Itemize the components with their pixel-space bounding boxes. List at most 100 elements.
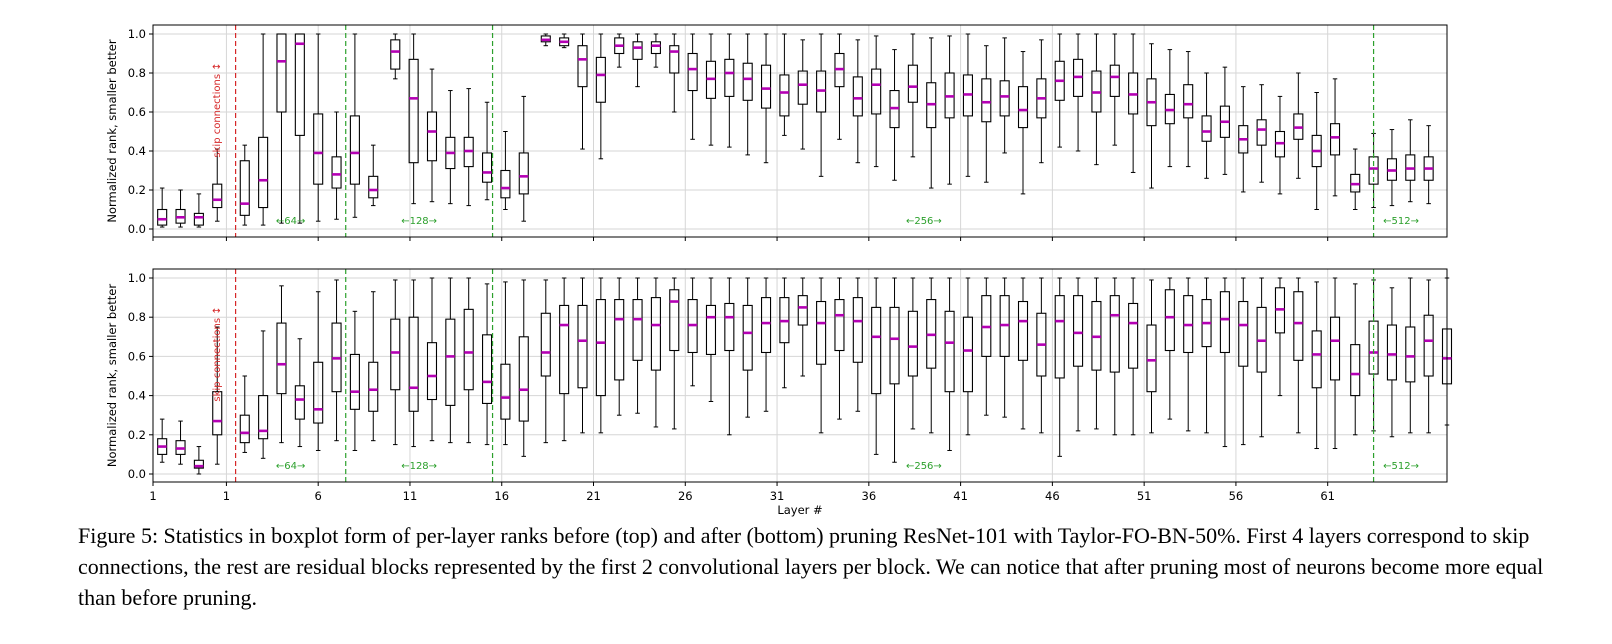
- box-22: [559, 304, 570, 395]
- box-65: [1350, 344, 1361, 397]
- box-32: [742, 62, 753, 101]
- box-17: [463, 308, 474, 391]
- box-10: [331, 156, 342, 189]
- y-tick-label: 0.8: [128, 66, 146, 80]
- box-24: [595, 299, 606, 397]
- box-52: [1109, 64, 1120, 97]
- box-7: [276, 33, 287, 113]
- box-26: [632, 299, 643, 361]
- group-label: ←512→: [1383, 216, 1419, 227]
- group-label: ←64→: [276, 461, 305, 472]
- y-tick-label: 0.2: [128, 428, 146, 442]
- box-53: [1128, 302, 1139, 369]
- x-tick-label: 11: [403, 489, 418, 503]
- box-24: [595, 56, 606, 103]
- box-14: [408, 316, 419, 412]
- box-5: [239, 160, 250, 216]
- box-49: [1054, 295, 1065, 379]
- box-16: [445, 318, 456, 406]
- box-30: [705, 304, 717, 355]
- box-63: [1311, 330, 1322, 389]
- box-18: [482, 152, 493, 183]
- x-tick-label: 56: [1229, 489, 1244, 503]
- x-tick-label: 36: [862, 489, 877, 503]
- x-tick-label: 1: [149, 489, 156, 503]
- box-37: [834, 299, 845, 352]
- y-tick-label: 0.0: [128, 467, 146, 481]
- box-5: [239, 414, 250, 444]
- box-12: [368, 175, 379, 199]
- x-tick-label: 21: [586, 489, 601, 503]
- box-6: [258, 136, 269, 209]
- box-19: [500, 363, 511, 420]
- skip-connections-label: skip connections ↕: [212, 306, 223, 401]
- x-axis-label: Layer #: [777, 503, 822, 517]
- box-8: [294, 385, 305, 420]
- box-56: [1183, 84, 1194, 119]
- box-26: [632, 41, 643, 60]
- y-tick-label: 0.6: [128, 349, 146, 363]
- box-15: [426, 342, 438, 401]
- box-36: [816, 300, 827, 365]
- x-tick-label: 31: [770, 489, 785, 503]
- x-tick-label: 6: [315, 489, 322, 503]
- box-23: [577, 45, 588, 88]
- box-41: [907, 64, 918, 103]
- box-50: [1073, 295, 1084, 367]
- x-tick-label: 16: [494, 489, 509, 503]
- y-axis-label: Normalized rank, smaller better: [105, 284, 119, 467]
- box-41: [907, 310, 918, 377]
- box-27: [650, 297, 661, 371]
- box-18: [482, 334, 493, 404]
- box-15: [426, 111, 438, 162]
- boxplot-figure: skip connections ↕ ←64→ ←128→ ←256→ ←512→ 0.0…: [105, 24, 1453, 517]
- box-3: [193, 212, 204, 226]
- y-tick-label: 0.2: [128, 183, 146, 197]
- box-19: [500, 169, 511, 199]
- box-35: [797, 70, 808, 105]
- group-label: ←128→: [401, 216, 437, 227]
- box-47: [1017, 300, 1029, 361]
- box-32: [742, 304, 753, 371]
- box-21: [540, 312, 551, 377]
- group-label: ←256→: [906, 461, 942, 472]
- box-64: [1329, 123, 1341, 156]
- box-60: [1256, 119, 1267, 146]
- box-3: [193, 459, 204, 469]
- box-33: [760, 297, 772, 354]
- x-tick-label: 26: [678, 489, 693, 503]
- x-tick-label: 46: [1045, 489, 1060, 503]
- group-label: ←64→: [276, 216, 305, 227]
- box-54: [1146, 324, 1157, 393]
- box-6: [258, 395, 269, 440]
- box-52: [1109, 295, 1120, 373]
- y-tick-label: 0.8: [128, 310, 146, 324]
- box-38: [852, 297, 863, 363]
- box-13: [390, 39, 401, 70]
- box-7: [276, 322, 287, 395]
- box-46: [999, 80, 1010, 117]
- box-33: [760, 64, 772, 109]
- y-tick-label: 1.0: [128, 27, 146, 41]
- box-38: [852, 76, 863, 117]
- box-28: [669, 45, 680, 74]
- box-39: [871, 306, 882, 395]
- box-23: [577, 304, 588, 389]
- axes-frame: [152, 24, 1448, 238]
- box-67: [1386, 324, 1397, 381]
- box-39: [871, 68, 882, 115]
- box-9: [313, 113, 324, 185]
- box-31: [724, 58, 735, 97]
- box-59: [1238, 300, 1249, 367]
- box-11: [349, 115, 360, 185]
- box-14: [408, 58, 419, 164]
- box-45: [981, 78, 992, 123]
- axes-frame: [152, 268, 1448, 483]
- y-tick-label: 0.4: [128, 144, 146, 158]
- box-34: [779, 74, 790, 117]
- x-tick-label: 51: [1137, 489, 1152, 503]
- box-40: [889, 306, 900, 385]
- box-55: [1164, 289, 1175, 352]
- y-tick-label: 1.0: [128, 271, 146, 285]
- box-31: [724, 302, 735, 352]
